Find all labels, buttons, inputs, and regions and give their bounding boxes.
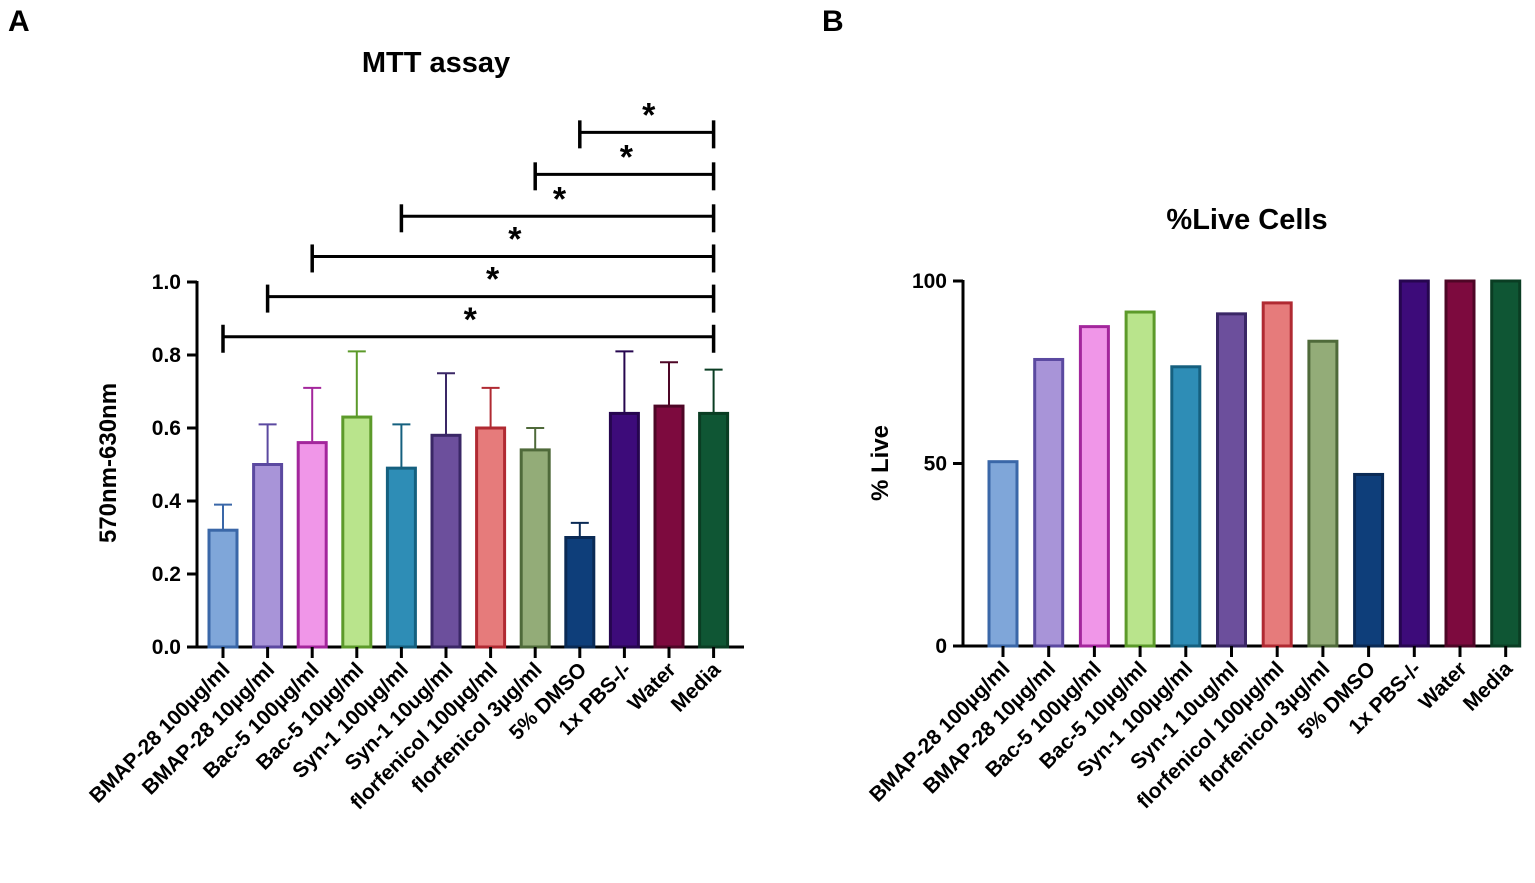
panel-a: A MTT assay 570nm-630nm 0.0 0.2 0.4 0.6 0.8 1… bbox=[8, 5, 744, 814]
panel-a-bar bbox=[475, 426, 507, 649]
panel-a-y-tick-label: 0.0 bbox=[152, 636, 181, 659]
panel-b-category-label: Water bbox=[1415, 657, 1472, 714]
panel-a-y-tick-label: 0.2 bbox=[152, 563, 181, 586]
panel-a-y-tick-label: 1.0 bbox=[152, 271, 181, 294]
panel-a-bar bbox=[653, 404, 685, 649]
panel-b-bar bbox=[1490, 279, 1522, 648]
panel-b-bar bbox=[1033, 357, 1065, 648]
panel-a-significance-star: * bbox=[553, 180, 567, 218]
panel-a-bar bbox=[430, 433, 462, 649]
panel-b-bar bbox=[1170, 365, 1202, 648]
panel-b-bar bbox=[1124, 310, 1156, 648]
panel-b-bar bbox=[1353, 472, 1385, 648]
panel-a-bar bbox=[341, 415, 373, 649]
panel-a-bar bbox=[519, 448, 551, 649]
panel-b-title: %Live Cells bbox=[1166, 204, 1327, 236]
panel-a-significance-star: * bbox=[642, 96, 656, 134]
panel-a-bar bbox=[564, 536, 596, 649]
panel-b-bar bbox=[987, 460, 1019, 648]
panel-a-significance-star: * bbox=[620, 138, 634, 176]
panel-b-bar bbox=[1078, 325, 1110, 648]
panel-b-y-tick-label: 50 bbox=[924, 453, 947, 476]
panel-b-y-tick-label: 0 bbox=[935, 635, 947, 658]
panel-a-bar bbox=[207, 528, 239, 649]
panel-a-letter: A bbox=[8, 5, 30, 38]
panel-b-bar bbox=[1398, 279, 1430, 648]
panel-b-bar bbox=[1307, 339, 1339, 648]
panel-b-letter: B bbox=[822, 5, 844, 38]
panel-a-bar bbox=[296, 441, 328, 649]
panel-a-bar bbox=[608, 411, 640, 649]
panel-a-y-tick-label: 0.8 bbox=[152, 344, 182, 367]
panel-a-bar bbox=[385, 466, 417, 649]
panel-a-y-tick-label: 0.6 bbox=[152, 417, 181, 440]
panel-a-significance-star: * bbox=[464, 301, 478, 339]
panel-a-bar bbox=[698, 411, 730, 649]
panel-b-y-axis-label: % Live bbox=[867, 425, 894, 501]
panel-a-category-label: Media bbox=[667, 658, 726, 717]
panel-b-bar bbox=[1216, 312, 1247, 648]
panel-b-bar bbox=[1444, 279, 1476, 648]
panel-a-y-tick-label: 0.4 bbox=[152, 490, 182, 513]
panel-a-title: MTT assay bbox=[362, 47, 510, 79]
panel-a-significance-star: * bbox=[486, 261, 500, 299]
panel-a-bar bbox=[252, 463, 284, 649]
panel-b-category-label: Media bbox=[1459, 657, 1518, 716]
panel-a-significance-star: * bbox=[508, 220, 522, 258]
panel-b-bar bbox=[1261, 301, 1293, 648]
panel-a-y-axis-label: 570nm-630nm bbox=[95, 383, 122, 543]
panel-b-y-tick-label: 100 bbox=[912, 270, 947, 293]
